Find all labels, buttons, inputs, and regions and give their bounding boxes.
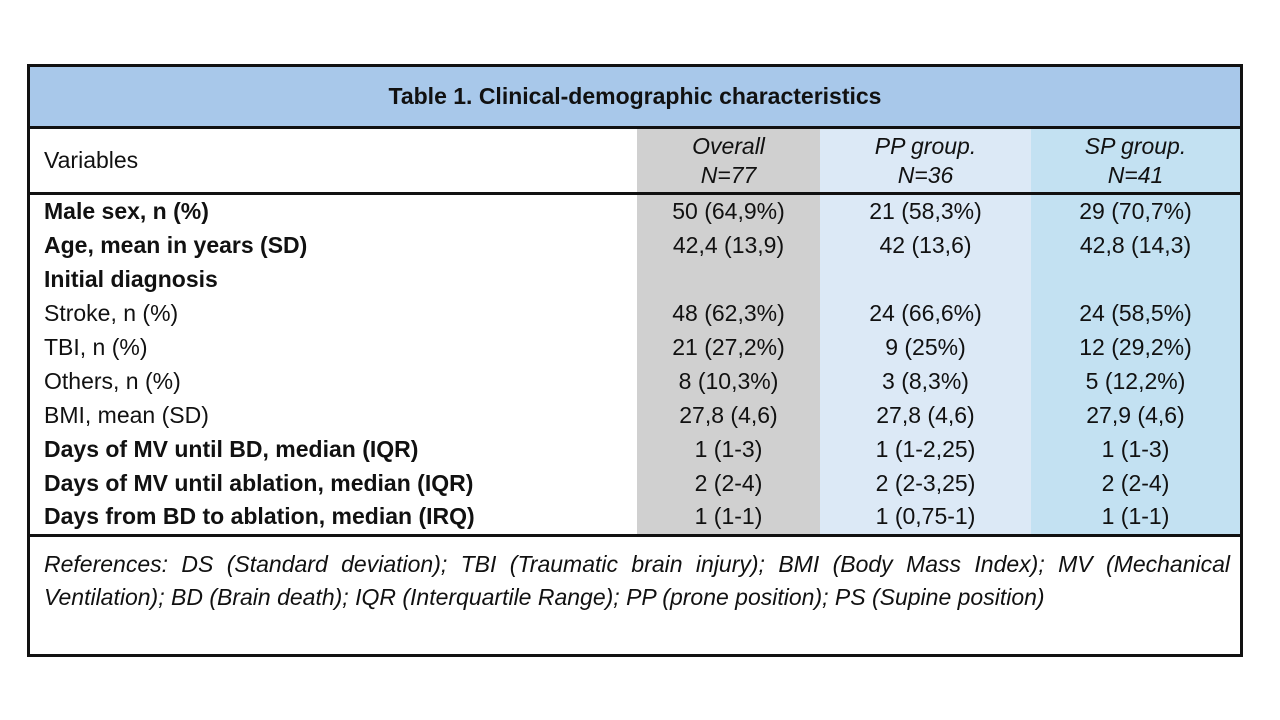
row-label: Days of MV until ablation, median (IQR) — [44, 469, 474, 496]
row-label: Age, mean in years (SD) — [44, 232, 308, 259]
overall-value: 48 (62,3%) — [672, 300, 785, 327]
sp-group-value: 27,9 (4,6) — [1086, 401, 1185, 428]
sp-group-value: 5 (12,2%) — [1085, 367, 1186, 394]
pp-group-value: 1 (1-2,25) — [875, 435, 976, 462]
pp-group-value: 21 (58,3%) — [869, 198, 982, 225]
sp-group-value: 24 (58,5%) — [1079, 300, 1192, 327]
pp-group-value: 9 (25%) — [885, 334, 966, 360]
sp-group-value: 12 (29,2%) — [1079, 334, 1192, 360]
row-label: Days of MV until BD, median (IQR) — [44, 435, 419, 462]
overall-value: 50 (64,9%) — [672, 198, 785, 225]
overall-value: 1 (1-1) — [694, 503, 763, 530]
sp-group-value: 2 (2-4) — [1101, 469, 1170, 496]
pp-group-value: 24 (66,6%) — [869, 300, 982, 327]
table-frame: Table 1. Clinical-demographic characteri… — [27, 64, 1243, 657]
sp-group-value: 29 (70,7%) — [1079, 198, 1192, 225]
overall-column-header: Overall N=77 — [637, 129, 820, 192]
table-row: Others, n (%) 8 (10,3%) 3 (8,3%) 5 (12,2%) — [30, 364, 1240, 398]
table-row: Days from BD to ablation, median (IRQ) 1 … — [30, 500, 1240, 534]
table-header-row: Variables Overall N=77 PP group. N=36 SP… — [30, 129, 1240, 195]
table-row: BMI, mean (SD) 27,8 (4,6) 27,8 (4,6) 27,9 (… — [30, 398, 1240, 432]
row-label: Stroke, n (%) — [44, 300, 179, 327]
table-body: Male sex, n (%) 50 (64,9%) 21 (58,3%) 29 (7… — [30, 195, 1240, 534]
table-row: TBI, n (%) 21 (27,2%) 9 (25%) 12 (29,2%) — [30, 331, 1240, 365]
pp-column-name: PP group. — [874, 132, 977, 159]
table-row: Stroke, n (%) 48 (62,3%) 24 (66,6%) 24 (58,… — [30, 297, 1240, 331]
sp-column-n: N=41 — [1107, 161, 1164, 188]
pp-column-n: N=36 — [897, 161, 954, 188]
overall-value: 21 (27,2%) — [672, 334, 785, 360]
pp-group-value: 1 (0,75-1) — [875, 503, 976, 530]
overall-value: 8 (10,3%) — [678, 367, 779, 394]
sp-group-value: 42,8 (14,3) — [1079, 232, 1192, 259]
pp-group-value: 42 (13,6) — [879, 232, 972, 259]
row-label: Days from BD to ablation, median (IRQ) — [44, 503, 475, 530]
row-label: TBI, n (%) — [44, 334, 148, 360]
row-label: Initial diagnosis — [44, 266, 218, 293]
sp-group-value: 1 (1-3) — [1101, 435, 1170, 462]
overall-column-name: Overall — [692, 132, 765, 159]
pp-group-value: 2 (2-3,25) — [875, 469, 976, 496]
table-row: Initial diagnosis — [30, 263, 1240, 297]
sp-group-value: 1 (1-1) — [1101, 503, 1170, 530]
row-label: BMI, mean (SD) — [44, 401, 209, 428]
overall-value: 2 (2-4) — [694, 469, 763, 496]
pp-column-header: PP group. N=36 — [820, 129, 1031, 192]
table-row: Male sex, n (%) 50 (64,9%) 21 (58,3%) 29 (7… — [30, 195, 1240, 229]
sp-column-background — [1031, 129, 1240, 534]
overall-value: 27,8 (4,6) — [679, 401, 778, 428]
table-title: Table 1. Clinical-demographic characteri… — [30, 67, 1240, 129]
references-divider — [30, 534, 1240, 537]
overall-column-n: N=77 — [700, 161, 757, 188]
overall-value: 42,4 (13,9) — [672, 232, 785, 259]
references-note: References: DS (Standard deviation); TBI… — [44, 551, 1230, 610]
table-row: Days of MV until BD, median (IQR) 1 (1-3)… — [30, 432, 1240, 466]
pp-column-background — [820, 129, 1031, 534]
table-row: Age, mean in years (SD) 42,4 (13,9) 42 (13… — [30, 229, 1240, 263]
row-label: Others, n (%) — [44, 367, 181, 394]
sp-column-header: SP group. N=41 — [1031, 129, 1240, 192]
sp-group-value — [1031, 263, 1240, 297]
sp-column-name: SP group. — [1084, 132, 1187, 159]
table-row: Days of MV until ablation, median (IQR) 2… — [30, 466, 1240, 500]
overall-value — [637, 263, 820, 297]
row-label: Male sex, n (%) — [44, 198, 209, 225]
overall-column-background — [637, 129, 820, 534]
overall-value: 1 (1-3) — [694, 435, 763, 462]
pp-group-value: 27,8 (4,6) — [876, 401, 975, 428]
pp-group-value: 3 (8,3%) — [882, 367, 969, 394]
variables-header: Variables — [44, 147, 139, 173]
pp-group-value — [820, 263, 1031, 297]
